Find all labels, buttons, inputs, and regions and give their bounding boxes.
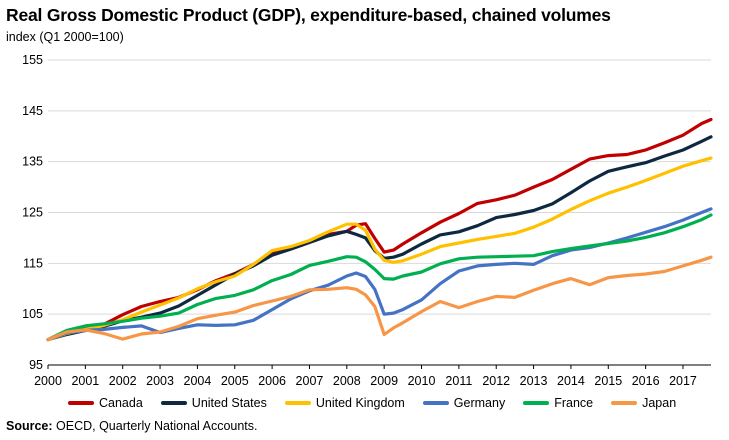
x-tick-label: 2016 [632, 374, 660, 388]
source-note: Source: OECD, Quarterly National Account… [6, 419, 258, 433]
x-tick-label: 2013 [520, 374, 548, 388]
x-tick-label: 2004 [184, 374, 212, 388]
legend-label: Germany [453, 396, 506, 410]
x-tick-label: 2010 [408, 374, 436, 388]
y-tick-label: 135 [22, 155, 43, 169]
x-tick-label: 2017 [669, 374, 697, 388]
legend-label: Canada [99, 396, 143, 410]
legend-label: United States [191, 396, 267, 410]
x-tick-label: 2006 [258, 374, 286, 388]
series-line-united-kingdom [46, 156, 713, 342]
chart-title: Real Gross Domestic Product (GDP), expen… [6, 5, 611, 25]
series-line-canada [46, 117, 713, 342]
x-tick-label: 2002 [109, 374, 137, 388]
legend: Canada United States United Kingdom Germany… [68, 395, 694, 411]
legend-item: Japan [611, 396, 676, 410]
x-tick-label: 2015 [594, 374, 622, 388]
legend-item: United States [160, 396, 267, 410]
x-tick-label: 2012 [482, 374, 510, 388]
x-tick-label: 2008 [333, 374, 361, 388]
legend-swatch [68, 401, 94, 405]
series-lines [46, 117, 713, 342]
x-tick-label: 2003 [146, 374, 174, 388]
x-tick-label: 2009 [370, 374, 398, 388]
legend-label: France [554, 396, 594, 410]
legend-label: Japan [642, 396, 677, 410]
legend-swatch [611, 401, 638, 405]
x-tick-label: 2014 [557, 374, 585, 388]
y-tick-label: 115 [23, 256, 43, 270]
x-tick-label: 2005 [221, 374, 249, 388]
legend-swatch [284, 401, 311, 405]
x-axis-tick-labels: 2000 2001 2002 2003 2004 2005 2006 2007 2008 2009… [34, 364, 711, 388]
legend-swatch [523, 401, 550, 405]
legend-label: United Kingdom [315, 396, 405, 410]
legend-item: Canada [68, 396, 143, 410]
y-axis-tick-labels: 95 105 115 125 135 145 155 [22, 53, 43, 372]
y-tick-label: 145 [22, 104, 43, 118]
source-label: Source: [6, 419, 53, 433]
x-tick-label: 2000 [34, 374, 62, 388]
y-tick-label: 155 [22, 53, 43, 67]
y-tick-label: 95 [29, 358, 43, 372]
series-line-france [46, 213, 713, 342]
series-line-japan [46, 255, 713, 342]
legend-swatch [422, 401, 449, 405]
source-text: OECD, Quarterly National Accounts. [52, 419, 258, 433]
x-tick-label: 2001 [71, 374, 99, 388]
x-tick-label: 2007 [296, 374, 324, 388]
x-tick-label: 2011 [445, 374, 472, 388]
y-tick-label: 105 [22, 307, 43, 321]
legend-item: France [523, 396, 593, 410]
legend-item: Germany [422, 396, 506, 410]
y-tick-label: 125 [22, 206, 43, 220]
chart-subtitle: index (Q1 2000=100) [6, 30, 124, 44]
legend-item: United Kingdom [284, 396, 405, 410]
legend-swatch [160, 401, 187, 405]
